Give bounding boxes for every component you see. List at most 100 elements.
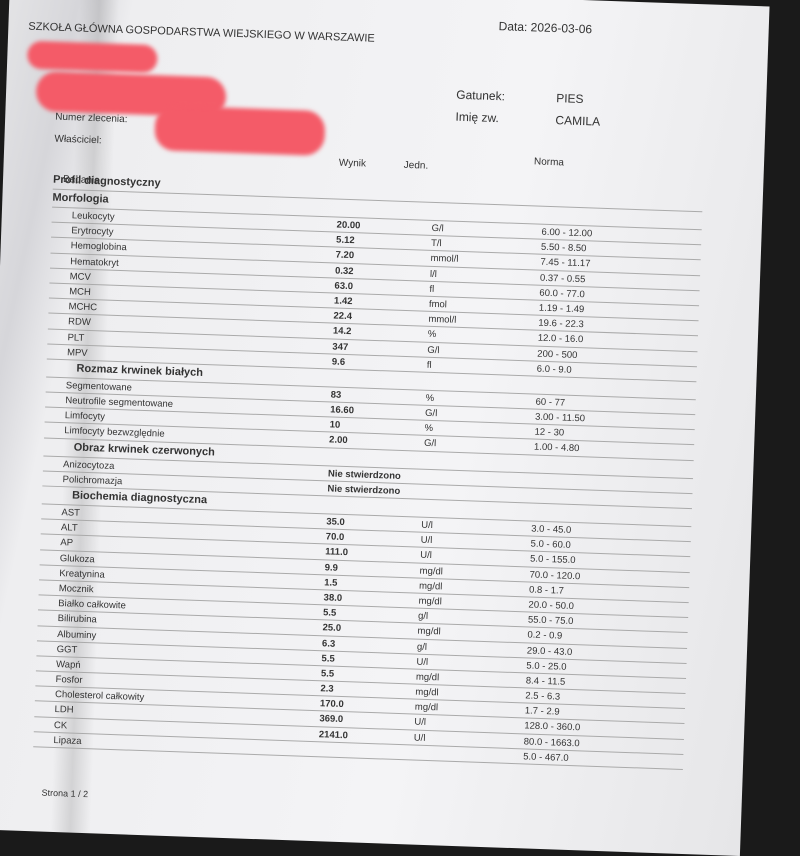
field-value: CAMILA xyxy=(555,113,601,129)
section-text: Morfologia xyxy=(52,191,109,206)
norm: 1.7 - 2.9 xyxy=(524,705,560,718)
unit: G/l xyxy=(431,222,444,235)
result-value: 347 xyxy=(332,340,349,353)
result-value: Nie stwierdzono xyxy=(327,468,401,482)
norm: 5.0 - 467.0 xyxy=(523,751,569,764)
norm: 12.0 - 16.0 xyxy=(537,332,584,346)
result-value: 83 xyxy=(330,389,342,401)
result-value: 5.5 xyxy=(320,668,335,680)
test-name: Polichromazja xyxy=(62,473,123,488)
norm: 12 - 30 xyxy=(534,426,565,439)
norm: 7.45 - 11.17 xyxy=(540,257,591,270)
unit: U/l xyxy=(420,534,433,547)
result-value: 5.5 xyxy=(322,607,337,619)
test-name: Limfocyty xyxy=(64,410,106,423)
result-value: 10 xyxy=(329,419,341,432)
page: SZKOŁA GŁÓWNA GOSPODARSTWA WIEJSKIEGO W … xyxy=(0,0,770,856)
unit: % xyxy=(424,422,434,435)
unit: mg/dl xyxy=(414,701,439,714)
unit: g/l xyxy=(417,610,429,623)
redaction xyxy=(26,40,158,74)
test-name: Erytrocyty xyxy=(71,225,114,238)
date-value: 2026-03-06 xyxy=(530,20,593,37)
norm: 0.8 - 1.7 xyxy=(528,584,565,597)
test-name: AST xyxy=(61,507,81,519)
norm: 29.0 - 43.0 xyxy=(526,644,573,658)
result-value: 6.3 xyxy=(321,637,336,650)
unit: mg/dl xyxy=(419,565,444,578)
result-value: 1.42 xyxy=(333,295,353,308)
norm: 3.0 - 45.0 xyxy=(530,523,572,536)
result-value: 25.0 xyxy=(322,622,342,635)
result-value: 63.0 xyxy=(334,280,354,292)
result-value: 2.3 xyxy=(320,683,334,695)
norm: 0.2 - 0.9 xyxy=(527,629,563,642)
norm: 70.0 - 120.0 xyxy=(529,569,581,582)
unit: fmol xyxy=(428,298,448,311)
test-name: MPV xyxy=(66,346,88,359)
unit: U/l xyxy=(413,732,426,744)
test-name: Segmentowane xyxy=(65,380,133,394)
date-label: Data: xyxy=(498,19,528,35)
unit: G/l xyxy=(424,407,438,420)
test-name: GGT xyxy=(56,643,78,656)
field-label: Właściciel: xyxy=(54,133,102,147)
section-text: Biochemia diagnostyczna xyxy=(71,489,208,507)
test-name: Hemoglobina xyxy=(70,240,127,254)
test-name: Kreatynina xyxy=(59,567,105,581)
norm: 128.0 - 360.0 xyxy=(524,720,581,734)
unit: fl xyxy=(429,283,435,295)
result-value: 5.12 xyxy=(335,234,355,247)
profile-text: Profil diagnostyczny xyxy=(52,173,161,190)
test-name: Bilirubina xyxy=(57,613,97,626)
field: Imię zw. CAMILA xyxy=(455,110,600,129)
unit: l/l xyxy=(429,268,438,280)
test-name: MCH xyxy=(68,286,91,298)
unit: g/l xyxy=(416,641,428,653)
test-name: Cholesterol całkowity xyxy=(54,689,145,704)
norm: 60.0 - 77.0 xyxy=(539,287,585,300)
test-name: Neutrofile segmentowane xyxy=(65,395,174,411)
result-value: 369.0 xyxy=(319,713,344,726)
test-name: PLT xyxy=(67,331,85,344)
norm: 0.37 - 0.55 xyxy=(539,272,586,285)
result-value: 9.6 xyxy=(331,356,346,368)
column-headers: Badanie Wynik Jedn. Norma xyxy=(4,148,764,186)
results-table: Profil diagnostyczny Morfologia Leukocyty 2… xyxy=(33,171,703,770)
unit: U/l xyxy=(421,519,434,532)
unit: mg/dl xyxy=(415,671,440,684)
test-name: Mocznik xyxy=(58,583,94,596)
date: Data: 2026-03-06 xyxy=(498,19,592,36)
result-value: 5.5 xyxy=(321,652,335,665)
test-name: Białko całkowite xyxy=(58,598,127,612)
result-value: 22.4 xyxy=(333,310,353,323)
result-value: 9.9 xyxy=(324,561,339,574)
unit: % xyxy=(425,392,435,404)
norm: 6.00 - 12.00 xyxy=(541,226,593,240)
result-value: 35.0 xyxy=(326,516,345,529)
right-fields: Gatunek: PIES Imię zw. CAMILA xyxy=(10,0,770,129)
unit: G/l xyxy=(427,344,440,356)
unit: U/l xyxy=(419,550,432,562)
test-name: Limfocyty bezwzględnie xyxy=(64,425,165,441)
unit: U/l xyxy=(416,656,429,668)
result-value: 38.0 xyxy=(323,592,343,604)
result-value: 170.0 xyxy=(319,698,344,711)
column-header: Norma xyxy=(533,156,565,169)
test-name: RDW xyxy=(67,316,91,329)
column-header: Jedn. xyxy=(403,159,429,172)
unit: fl xyxy=(426,359,432,371)
norm: 5.0 - 155.0 xyxy=(529,553,576,567)
test-name: Leukocyty xyxy=(71,210,115,223)
norm: 55.0 - 75.0 xyxy=(527,614,574,628)
column-header: Wynik xyxy=(338,157,367,170)
norm: 5.0 - 25.0 xyxy=(526,660,567,673)
result-value: 2.00 xyxy=(328,434,348,447)
result-value: 7.20 xyxy=(335,249,355,262)
test-name: Fosfor xyxy=(55,674,83,687)
result-value: 70.0 xyxy=(325,531,345,544)
norm: 5.50 - 8.50 xyxy=(540,241,587,255)
norm: 60 - 77 xyxy=(535,396,566,409)
test-name: CK xyxy=(53,719,68,732)
test-name: AP xyxy=(60,537,74,549)
